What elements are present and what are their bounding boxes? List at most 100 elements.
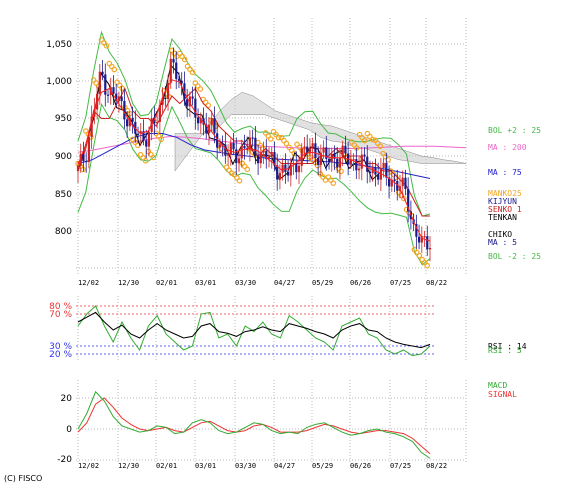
candle-body — [415, 224, 418, 237]
rsi-tick-80: 80 % — [49, 302, 72, 312]
candle-body — [186, 99, 189, 107]
candle-body — [319, 152, 322, 165]
candle-body — [226, 154, 230, 156]
candle-body — [366, 156, 369, 172]
candle-body — [191, 96, 194, 99]
candle-body — [82, 153, 85, 162]
candle-body — [153, 118, 156, 124]
candle-body — [98, 71, 101, 94]
candle-body — [90, 116, 93, 137]
bollinger-upper-line — [77, 30, 431, 217]
manko-dot — [181, 56, 188, 63]
date-label: 03/01 — [195, 462, 216, 470]
candle-body — [93, 109, 96, 117]
date-label: 02/01 — [156, 279, 177, 287]
candle-body — [341, 145, 344, 158]
candle-body — [360, 154, 363, 169]
rsi14-line — [77, 311, 431, 349]
candle-body — [407, 188, 410, 212]
candle-body — [401, 177, 404, 187]
candle-body — [76, 165, 80, 171]
candle-body — [265, 150, 268, 160]
manko-dot — [189, 69, 196, 76]
macd-panel: 20 0 -20 12/02 12/30 02/01 03/01 03/30 0… — [57, 380, 517, 470]
manko-dot — [80, 166, 86, 173]
rsi-yaxis-labels: 80 % 70 % 30 % 20 % — [49, 302, 72, 360]
legend-signal: SIGNAL — [488, 390, 517, 399]
manko-dot — [197, 86, 204, 92]
legend-ma75: MA : 75 — [488, 168, 522, 177]
candle-body — [371, 167, 374, 174]
rsi-tick-20: 20 % — [49, 350, 72, 360]
manko-dot — [150, 154, 157, 161]
ytick-1050: 1,050 — [46, 40, 72, 50]
macd-tick-20: 20 — [61, 394, 73, 404]
candle-body — [368, 171, 372, 174]
candle-body — [139, 131, 142, 134]
ytick-1000: 1,000 — [46, 77, 72, 87]
candle-body — [199, 118, 202, 124]
legend-manko: MANKO25 — [488, 189, 522, 198]
date-label: 04/27 — [274, 462, 295, 470]
legend-bol-lower: BOL -2 : 25 — [488, 252, 541, 261]
ytick-850: 850 — [55, 190, 72, 200]
candle-body — [338, 157, 342, 168]
price-panel: 1,050 1,000 950 900 850 800 12/02 12/30 … — [46, 18, 541, 287]
candle-body — [352, 159, 355, 161]
rsi-grid — [77, 296, 467, 362]
candle-body — [142, 131, 145, 141]
candle-body — [426, 236, 429, 250]
rsi-panel: 80 % 70 % 30 % 20 % RSI : 14 RSI : 5 — [49, 296, 527, 362]
manko-dot — [322, 177, 329, 183]
candle-body — [254, 137, 257, 156]
manko-dot — [142, 157, 149, 164]
date-label: 05/29 — [312, 279, 333, 287]
candle-body — [235, 149, 238, 164]
candle-body — [120, 96, 123, 102]
candle-body — [336, 158, 339, 168]
candle-body — [218, 144, 221, 148]
candle-body — [175, 62, 178, 79]
rsi-legend: RSI : 14 RSI : 5 — [488, 342, 527, 355]
date-label: 07/25 — [390, 462, 411, 470]
candle-body — [216, 133, 219, 148]
macd-yaxis-labels: 20 0 -20 — [57, 394, 72, 465]
candle-body — [387, 177, 391, 187]
ichimoku-cloud — [174, 91, 467, 172]
candle-body — [377, 174, 380, 180]
candle-body — [169, 58, 172, 83]
legend-rsi5: RSI : 5 — [488, 346, 522, 355]
date-label: 02/01 — [156, 462, 177, 470]
manko-dot — [385, 156, 391, 163]
candle-body — [158, 104, 161, 122]
date-label: 08/22 — [426, 462, 447, 470]
candle-body — [428, 248, 432, 250]
candle-body — [104, 74, 107, 95]
candle-body — [172, 58, 175, 63]
candle-body — [248, 137, 252, 150]
candle-body — [420, 236, 423, 243]
candle-body — [262, 150, 265, 153]
date-label: 05/29 — [312, 462, 333, 470]
candle-body — [404, 177, 407, 189]
date-label: 03/30 — [235, 279, 256, 287]
candle-body — [161, 97, 164, 105]
rsi5-line — [77, 305, 431, 357]
manko-dot — [338, 168, 344, 175]
candle-body — [87, 136, 91, 163]
candle-body — [281, 164, 284, 173]
price-legend: BOL +2 : 25 MA : 200 MA : 75 MANKO25 KIJ… — [488, 126, 541, 261]
ytick-950: 950 — [55, 114, 72, 124]
manko-dot — [267, 136, 274, 142]
candle-body — [196, 117, 200, 124]
candle-body — [131, 117, 134, 122]
candle-body — [357, 168, 361, 171]
candle-body — [156, 121, 159, 124]
candle-body — [267, 156, 271, 160]
candle-body — [147, 131, 151, 147]
date-label: 12/30 — [118, 462, 139, 470]
candle-body — [123, 101, 126, 120]
ytick-800: 800 — [55, 227, 72, 237]
manko-dot — [330, 180, 337, 186]
